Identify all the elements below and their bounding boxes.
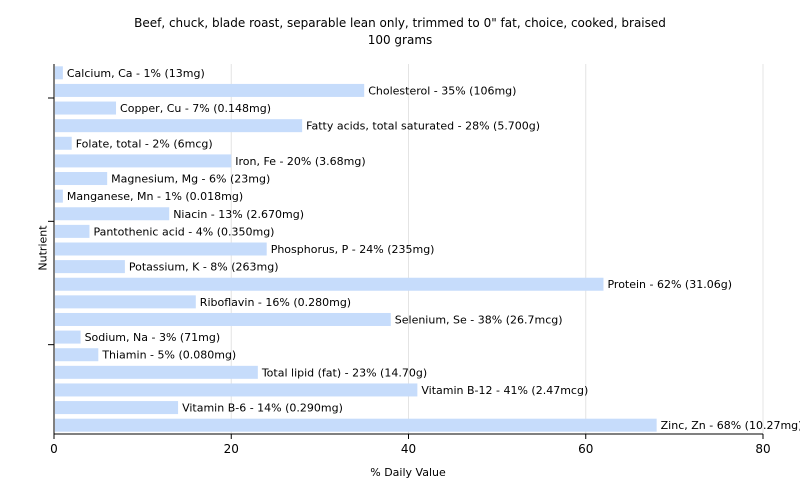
data-label: Total lipid (fat) - 23% (14.70g) bbox=[261, 366, 427, 379]
x-tick-label: 60 bbox=[578, 442, 593, 456]
bar bbox=[55, 83, 365, 97]
bar bbox=[55, 260, 125, 274]
data-label: Zinc, Zn - 68% (10.27mg) bbox=[661, 419, 800, 432]
bar bbox=[55, 418, 657, 432]
bar bbox=[55, 348, 99, 362]
bar bbox=[55, 119, 303, 133]
data-label: Selenium, Se - 38% (26.7mcg) bbox=[395, 313, 563, 326]
data-label: Folate, total - 2% (6mcg) bbox=[76, 137, 213, 150]
x-axis-label: % Daily Value bbox=[370, 466, 446, 479]
data-label: Vitamin B-12 - 41% (2.47mcg) bbox=[421, 384, 588, 397]
x-tick-label: 40 bbox=[401, 442, 416, 456]
data-label: Potassium, K - 8% (263mg) bbox=[129, 261, 279, 274]
data-label: Copper, Cu - 7% (0.148mg) bbox=[120, 102, 271, 115]
bar bbox=[55, 154, 232, 168]
data-label: Iron, Fe - 20% (3.68mg) bbox=[235, 155, 365, 168]
bar bbox=[55, 401, 179, 415]
data-label: Phosphorus, P - 24% (235mg) bbox=[271, 243, 435, 256]
bar bbox=[55, 312, 391, 326]
bar bbox=[55, 136, 72, 150]
data-label: Niacin - 13% (2.670mg) bbox=[173, 208, 304, 221]
bar bbox=[55, 365, 258, 379]
bar bbox=[55, 383, 418, 397]
data-label: Riboflavin - 16% (0.280mg) bbox=[200, 296, 351, 309]
bar bbox=[55, 242, 267, 256]
bar bbox=[55, 277, 604, 291]
data-label: Vitamin B-6 - 14% (0.290mg) bbox=[182, 402, 343, 415]
data-label: Thiamin - 5% (0.080mg) bbox=[101, 349, 236, 362]
data-label: Protein - 62% (31.06g) bbox=[607, 278, 732, 291]
data-label: Sodium, Na - 3% (71mg) bbox=[85, 331, 221, 344]
y-axis-label: Nutrient bbox=[36, 225, 50, 271]
bar bbox=[55, 101, 117, 115]
data-label: Calcium, Ca - 1% (13mg) bbox=[67, 67, 205, 80]
bar bbox=[55, 207, 170, 221]
x-tick-label: 80 bbox=[755, 442, 770, 456]
data-label: Fatty acids, total saturated - 28% (5.70… bbox=[306, 120, 540, 133]
data-label: Cholesterol - 35% (106mg) bbox=[368, 84, 516, 97]
data-label: Manganese, Mn - 1% (0.018mg) bbox=[67, 190, 243, 203]
bar bbox=[55, 172, 108, 186]
x-tick-label: 20 bbox=[224, 442, 239, 456]
bar bbox=[55, 66, 63, 80]
bar bbox=[55, 224, 90, 238]
chart-title: Beef, chuck, blade roast, separable lean… bbox=[134, 16, 666, 30]
data-label: Magnesium, Mg - 6% (23mg) bbox=[111, 173, 270, 186]
bar bbox=[55, 295, 196, 309]
chart-subtitle: 100 grams bbox=[367, 33, 433, 47]
data-label: Pantothenic acid - 4% (0.350mg) bbox=[93, 225, 274, 238]
bar bbox=[55, 189, 63, 203]
bar bbox=[55, 330, 81, 344]
x-tick-label: 0 bbox=[50, 442, 58, 456]
